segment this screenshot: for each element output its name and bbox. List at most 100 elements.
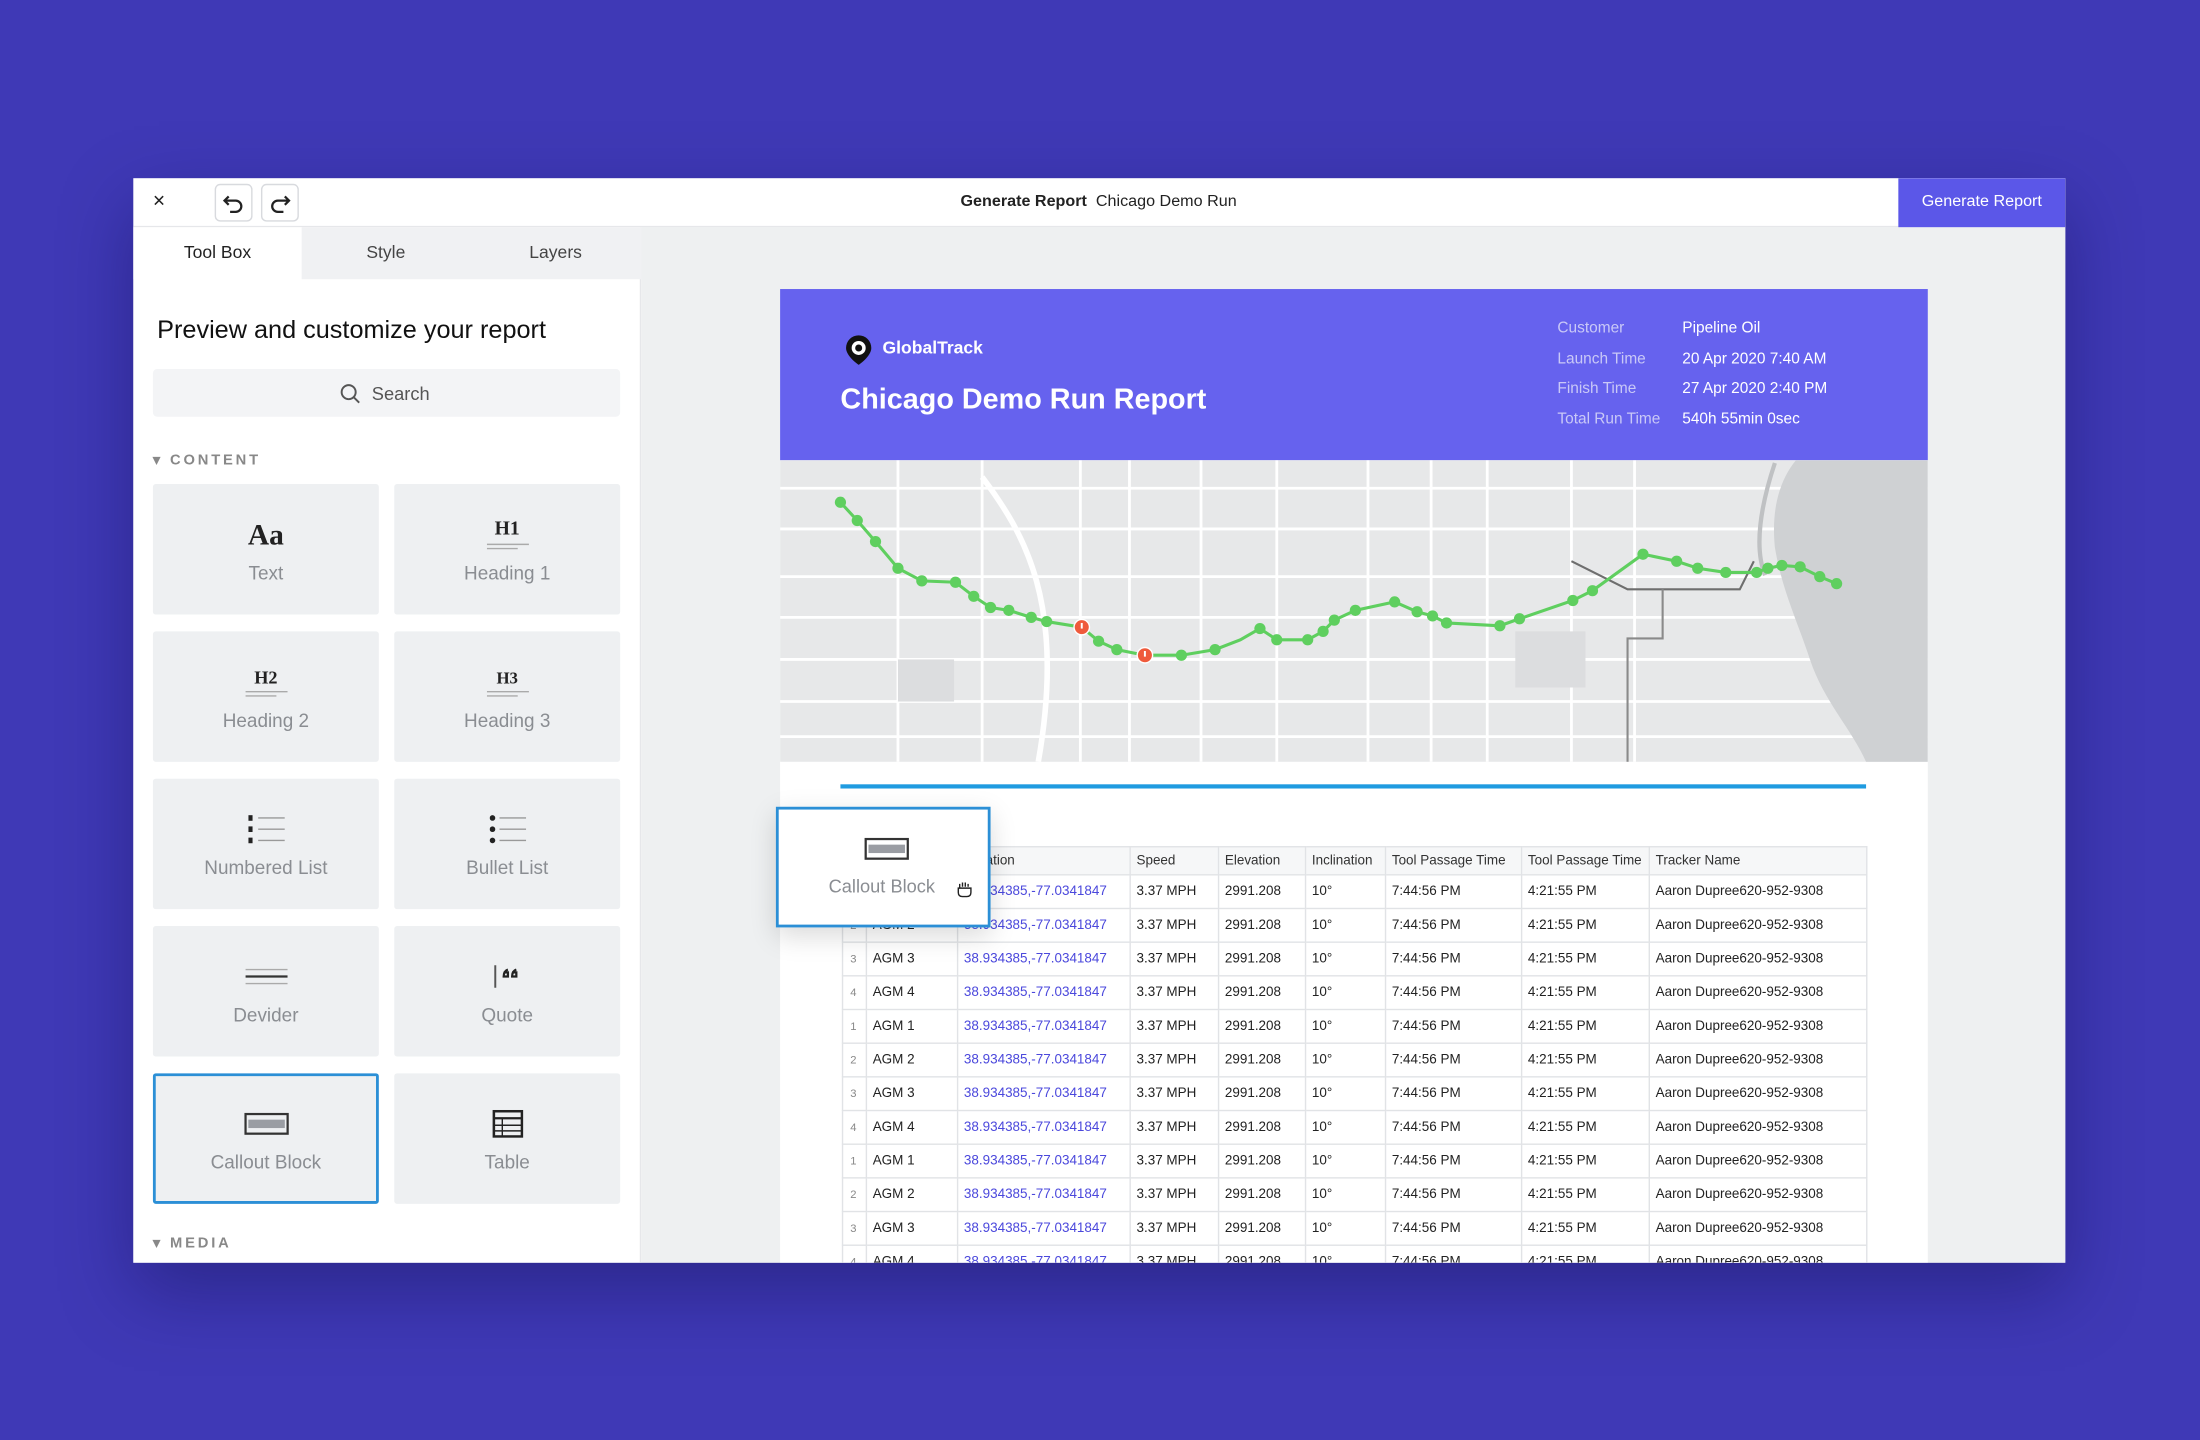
table-cell: Aaron Dupree620-952-9308 (1648, 975, 1868, 1011)
table-cell: 2991.208 (1217, 1109, 1307, 1145)
table-cell: 4:21:55 PM (1520, 1109, 1650, 1145)
table-cell: 2991.208 (1217, 1143, 1307, 1179)
report-page: GlobalTrack Chicago Demo Run Report Cust… (780, 289, 1928, 1263)
window: × Generate Report Chicago Demo Run Gener… (133, 178, 2066, 1263)
section-name: MEDIA (170, 1234, 232, 1252)
table-cell: Aaron Dupree620-952-9308 (1648, 1076, 1868, 1112)
table-cell: 3.37 MPH (1129, 1244, 1220, 1263)
table-cell: 7:44:56 PM (1384, 874, 1523, 910)
drag-icon (864, 837, 909, 860)
header-cell: Speed (1129, 846, 1220, 876)
table-cell: AGM 1 (865, 1008, 959, 1044)
close-button[interactable]: × (152, 189, 166, 214)
header-cell: Tool Passage Time (1520, 846, 1650, 876)
report-title: Chicago Demo Run Report (840, 383, 1207, 416)
table-row: 4 AGM 4 38.934385,-77.0341847 3.37 MPH 2991.… (841, 1109, 1868, 1145)
table-row: 4 AGM 4 38.934385,-77.0341847 3.37 MPH 2991.… (841, 1244, 1868, 1263)
tab[interactable]: Layers (470, 227, 642, 280)
table-row: 4 AGM 4 38.934385,-77.0341847 3.37 MPH 2991.… (841, 975, 1868, 1011)
tool-tile[interactable]: H1 Heading 1 (394, 484, 621, 615)
tool-tile[interactable]: Aa Text (152, 484, 379, 615)
tab-active[interactable]: Tool Box (133, 227, 302, 280)
tool-tile[interactable]: Bullet List (394, 778, 621, 910)
table-cell: 7:44:56 PM (1384, 975, 1523, 1011)
redo-button[interactable] (260, 183, 299, 222)
table-cell: 2991.208 (1217, 907, 1307, 943)
subtitle: Chicago Demo Run (1095, 193, 1237, 211)
table-cell: 4 (841, 975, 868, 1011)
table-cell: AGM 3 (865, 1076, 959, 1112)
tool-glyph: Aa (247, 517, 284, 551)
table-cell: 3.37 MPH (1129, 1008, 1220, 1044)
table-cell: 4:21:55 PM (1520, 1210, 1650, 1246)
table-cell: AGM 4 (865, 1244, 959, 1263)
table-cell: AGM 3 (865, 941, 959, 977)
tab[interactable]: Style (301, 227, 471, 280)
table-cell: 7:44:56 PM (1384, 1042, 1523, 1078)
redo-icon (271, 195, 291, 213)
generate-button[interactable]: Generate Report (1898, 178, 2066, 228)
table-cell: 3.37 MPH (1129, 941, 1220, 977)
table-cell: 7:44:56 PM (1384, 941, 1523, 977)
table-cell: 3 (841, 1210, 868, 1246)
table-cell: 4:21:55 PM (1520, 975, 1650, 1011)
header-cell: Tracker Name (1648, 846, 1868, 876)
table-cell: 4:21:55 PM (1520, 874, 1650, 910)
preview-area: GlobalTrack Chicago Demo Run Report Cust… (641, 227, 2066, 1263)
tool-tile[interactable]: H3 Heading 3 (394, 631, 621, 762)
tool-tile[interactable]: H2 Heading 2 (152, 631, 379, 762)
tool-tile[interactable]: Table (394, 1073, 621, 1204)
meta-label: Launch Time (1557, 350, 1646, 368)
tool-icon (491, 1109, 523, 1138)
table-cell: Aaron Dupree620-952-9308 (1648, 907, 1868, 943)
tool-icon (488, 815, 526, 844)
map (780, 460, 1928, 762)
meta-value: Pipeline Oil (1682, 319, 1761, 337)
table-cell: 2991.208 (1217, 1076, 1307, 1112)
tool-label: Heading 1 (464, 562, 551, 584)
table-cell: 10° (1304, 975, 1387, 1011)
table-cell: 7:44:56 PM (1384, 1244, 1523, 1263)
table-cell: 38.934385,-77.0341847 (956, 975, 1131, 1011)
table-cell: 7:44:56 PM (1384, 1177, 1523, 1213)
table-cell: 10° (1304, 1143, 1387, 1179)
header-row: LocationSpeedElevationInclinationTool Pa… (841, 846, 1868, 876)
undo-button[interactable] (214, 183, 253, 222)
tool-tile-selected[interactable]: Callout Block (152, 1073, 379, 1204)
tool-label: Heading 3 (464, 709, 551, 731)
table-cell: 3.37 MPH (1129, 1076, 1220, 1112)
table-cell: 7:44:56 PM (1384, 1143, 1523, 1179)
table-cell: 38.934385,-77.0341847 (956, 1076, 1131, 1112)
table-cell: Aaron Dupree620-952-9308 (1648, 1042, 1868, 1078)
drag-preview[interactable]: Callout Block (775, 806, 991, 928)
table-cell: 3 (841, 1076, 868, 1112)
table-cell: 2991.208 (1217, 941, 1307, 977)
table-cell: 2991.208 (1217, 1244, 1307, 1263)
table-cell: 3.37 MPH (1129, 1210, 1220, 1246)
panel-title: Preview and customize your report (157, 315, 546, 344)
tool-glyph: H3 (496, 667, 518, 687)
title: Generate Report (960, 193, 1087, 211)
table-cell: AGM 1 (865, 1143, 959, 1179)
table-cell: 2991.208 (1217, 1042, 1307, 1078)
table-cell: 10° (1304, 1076, 1387, 1112)
tool-icon (486, 690, 529, 696)
table-cell: 2991.208 (1217, 874, 1307, 910)
table-cell: 7:44:56 PM (1384, 907, 1523, 943)
search-box[interactable]: Search (152, 369, 621, 417)
table-cell: 4:21:55 PM (1520, 1143, 1650, 1179)
table-cell: Aaron Dupree620-952-9308 (1648, 941, 1868, 977)
report-header: GlobalTrack Chicago Demo Run Report Cust… (780, 289, 1928, 461)
tool-tile[interactable]: Devider (152, 926, 379, 1057)
tool-tile[interactable]: Quote (394, 926, 621, 1057)
tool-tile[interactable]: Numbered List (152, 778, 379, 910)
table-cell: Aaron Dupree620-952-9308 (1648, 1210, 1868, 1246)
brand-logo (846, 335, 872, 365)
doc-title: Generate Report Chicago Demo Run (863, 194, 1334, 211)
table-cell: 38.934385,-77.0341847 (956, 1210, 1131, 1246)
undo-icon (222, 195, 243, 213)
table-cell: 2 (841, 1042, 868, 1078)
meta-value: 27 Apr 2020 2:40 PM (1682, 380, 1828, 398)
